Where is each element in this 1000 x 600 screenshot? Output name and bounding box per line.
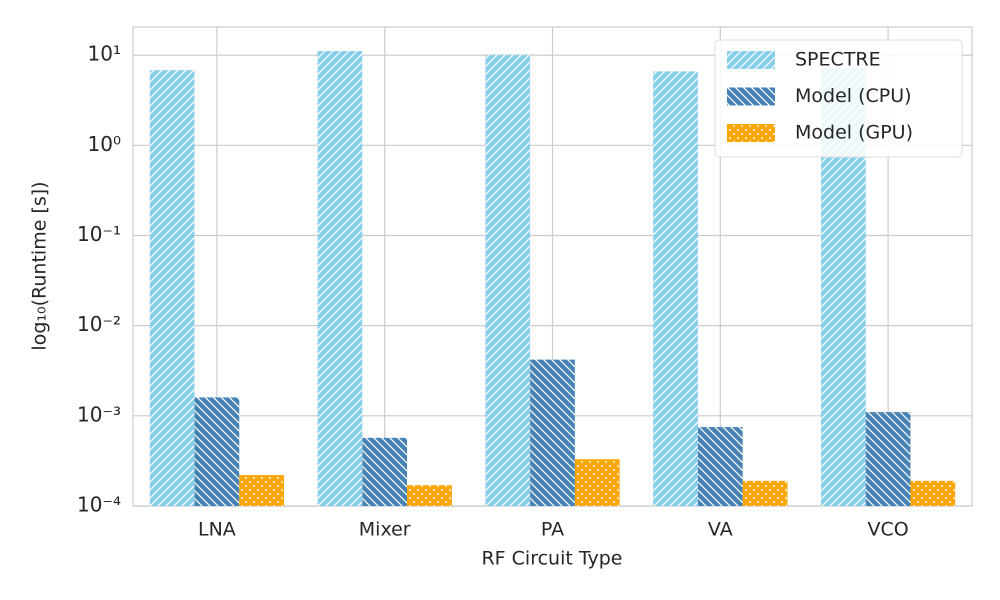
bar (362, 437, 408, 506)
bar (742, 480, 788, 506)
y-tick-label: 10⁻³ (77, 402, 121, 426)
legend-label: Model (CPU) (795, 85, 912, 107)
legend-swatch (727, 124, 775, 142)
y-axis-label: log₁₀(Runtime [s]) (29, 181, 51, 350)
y-tick-label: 10¹ (88, 42, 121, 66)
x-axis-label: RF Circuit Type (481, 548, 622, 570)
y-tick-label: 10⁻² (77, 312, 121, 336)
bar (697, 427, 743, 506)
x-tick-label: VA (708, 519, 733, 541)
bar (865, 412, 911, 506)
bar (149, 70, 195, 507)
legend-label: Model (GPU) (795, 122, 913, 144)
legend-label: SPECTRE (795, 49, 881, 71)
legend-swatch (727, 51, 775, 69)
bar (653, 71, 698, 506)
bar (530, 359, 575, 506)
y-tick-label: 10⁻⁴ (77, 493, 121, 517)
bar (239, 475, 285, 506)
legend-swatch (727, 87, 775, 106)
legend-box (714, 39, 963, 158)
x-tick-label: PA (541, 519, 564, 541)
bar (485, 55, 531, 506)
x-tick-label: LNA (198, 519, 236, 541)
bar (574, 459, 620, 506)
bar (407, 485, 452, 506)
x-tick-label: VCO (867, 519, 908, 541)
y-tick-label: 10⁻¹ (77, 222, 121, 246)
bar (317, 51, 363, 507)
y-tick-label: 10⁰ (88, 132, 121, 156)
bar (910, 480, 956, 506)
x-tick-label: Mixer (359, 519, 411, 541)
bar (194, 397, 240, 506)
